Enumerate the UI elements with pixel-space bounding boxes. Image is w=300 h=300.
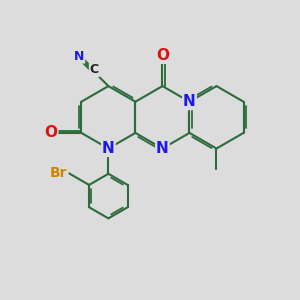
Text: N: N (183, 94, 196, 109)
Text: O: O (44, 125, 57, 140)
Text: C: C (90, 63, 99, 76)
Text: Br: Br (50, 166, 68, 180)
Text: N: N (156, 141, 169, 156)
Text: N: N (102, 141, 115, 156)
Text: O: O (156, 48, 169, 63)
Text: N: N (74, 50, 84, 63)
